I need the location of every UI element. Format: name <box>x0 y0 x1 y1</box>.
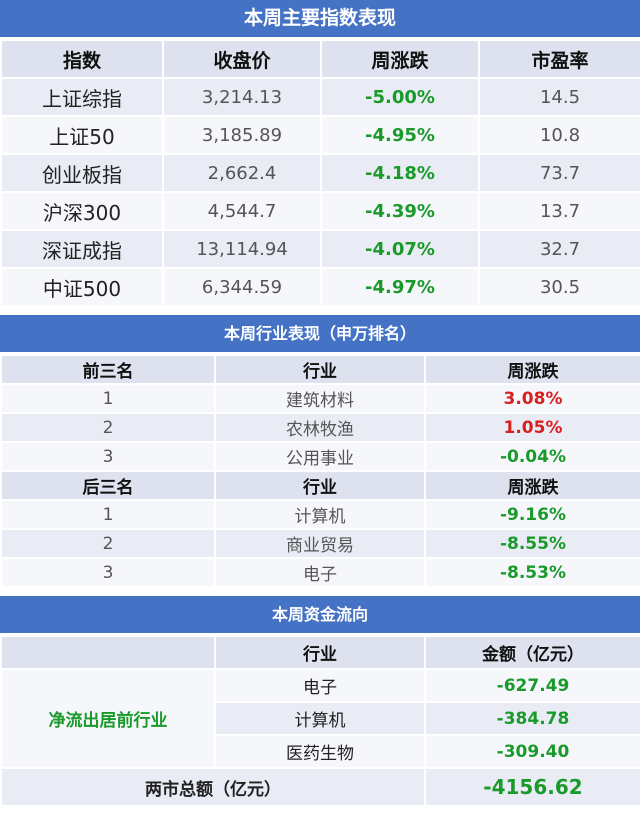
total-label: 两市总额（亿元） <box>0 767 426 807</box>
index-name: 深证成指 <box>0 229 164 269</box>
index-change: -4.97% <box>320 267 480 307</box>
header-bottom-rank: 后三名 <box>0 470 216 501</box>
index-change: -5.00% <box>320 77 480 117</box>
table-row: 沪深300 4,544.7 -4.39% 13.7 <box>0 191 640 231</box>
industry-change: -0.04% <box>424 441 640 472</box>
index-close: 4,544.7 <box>162 191 322 231</box>
section-gap <box>0 588 640 596</box>
index-close: 13,114.94 <box>162 229 322 269</box>
rank: 1 <box>0 499 216 530</box>
index-close: 3,214.13 <box>162 77 322 117</box>
table-row: 中证500 6,344.59 -4.97% 30.5 <box>0 267 640 307</box>
table-row: 3 电子 -8.53% <box>0 557 640 588</box>
industry-table: 前三名 行业 周涨跌 1 建筑材料 3.08% 2 农林牧渔 1.05% 3 公… <box>0 354 640 588</box>
index-name: 创业板指 <box>0 153 164 193</box>
header-amount: 金额（亿元） <box>424 635 640 670</box>
table-row: 深证成指 13,114.94 -4.07% 32.7 <box>0 229 640 269</box>
index-pe: 30.5 <box>478 267 640 307</box>
industry-change: 1.05% <box>424 412 640 443</box>
header-close: 收盘价 <box>162 39 322 79</box>
header-change: 周涨跌 <box>424 354 640 385</box>
header-industry: 行业 <box>214 635 426 670</box>
rank: 3 <box>0 557 216 588</box>
top-header-row: 前三名 行业 周涨跌 <box>0 354 640 385</box>
rank: 3 <box>0 441 216 472</box>
industry-change: -8.53% <box>424 557 640 588</box>
fund-flow-section-title: 本周资金流向 <box>0 596 640 635</box>
header-change: 周涨跌 <box>424 470 640 501</box>
index-table: 指数 收盘价 周涨跌 市盈率 上证综指 3,214.13 -5.00% 14.5… <box>0 39 640 307</box>
index-name: 沪深300 <box>0 191 164 231</box>
index-section-title: 本周主要指数表现 <box>0 0 640 39</box>
index-close: 2,662.4 <box>162 153 322 193</box>
index-name: 中证500 <box>0 267 164 307</box>
fund-flow-table: 行业 金额（亿元） 净流出居前行业 电子 -627.49 计算机 -384.78… <box>0 635 640 807</box>
fund-amount: -309.40 <box>424 734 640 769</box>
rank: 2 <box>0 412 216 443</box>
header-blank <box>0 635 216 670</box>
industry-change: -9.16% <box>424 499 640 530</box>
table-row: 上证综指 3,214.13 -5.00% 14.5 <box>0 77 640 117</box>
industry-name: 计算机 <box>214 701 426 736</box>
index-pe: 14.5 <box>478 77 640 117</box>
table-row: 净流出居前行业 电子 -627.49 <box>0 668 640 769</box>
header-change: 周涨跌 <box>320 39 480 79</box>
index-pe: 10.8 <box>478 115 640 155</box>
index-pe: 73.7 <box>478 153 640 193</box>
total-row: 两市总额（亿元） -4156.62 <box>0 767 640 807</box>
industry-change: 3.08% <box>424 383 640 414</box>
header-index: 指数 <box>0 39 164 79</box>
index-change: -4.07% <box>320 229 480 269</box>
rank: 1 <box>0 383 216 414</box>
fund-header-row: 行业 金额（亿元） <box>0 635 640 670</box>
index-change: -4.18% <box>320 153 480 193</box>
header-industry: 行业 <box>214 470 426 501</box>
index-pe: 13.7 <box>478 191 640 231</box>
index-close: 3,185.89 <box>162 115 322 155</box>
index-change: -4.39% <box>320 191 480 231</box>
rank: 2 <box>0 528 216 559</box>
industry-name: 电子 <box>214 557 426 588</box>
table-row: 2 农林牧渔 1.05% <box>0 412 640 443</box>
total-value: -4156.62 <box>424 767 640 807</box>
industry-section-title: 本周行业表现（申万排名） <box>0 315 640 354</box>
table-row: 1 建筑材料 3.08% <box>0 383 640 414</box>
index-name: 上证综指 <box>0 77 164 117</box>
industry-name: 电子 <box>214 668 426 703</box>
index-pe: 32.7 <box>478 229 640 269</box>
industry-name: 计算机 <box>214 499 426 530</box>
industry-name: 商业贸易 <box>214 528 426 559</box>
index-change: -4.95% <box>320 115 480 155</box>
industry-name: 建筑材料 <box>214 383 426 414</box>
header-pe: 市盈率 <box>478 39 640 79</box>
table-row: 创业板指 2,662.4 -4.18% 73.7 <box>0 153 640 193</box>
index-close: 6,344.59 <box>162 267 322 307</box>
header-top-rank: 前三名 <box>0 354 216 385</box>
industry-name: 公用事业 <box>214 441 426 472</box>
index-name: 上证50 <box>0 115 164 155</box>
net-outflow-label: 净流出居前行业 <box>0 668 216 769</box>
fund-amount: -384.78 <box>424 701 640 736</box>
bottom-header-row: 后三名 行业 周涨跌 <box>0 470 640 501</box>
table-row: 上证50 3,185.89 -4.95% 10.8 <box>0 115 640 155</box>
industry-name: 农林牧渔 <box>214 412 426 443</box>
industry-name: 医药生物 <box>214 734 426 769</box>
table-row: 医药生物 -309.40 <box>1 734 640 769</box>
fund-amount: -627.49 <box>424 668 640 703</box>
section-gap <box>0 307 640 315</box>
table-row: 1 计算机 -9.16% <box>0 499 640 530</box>
index-header-row: 指数 收盘价 周涨跌 市盈率 <box>0 39 640 79</box>
table-row: 2 商业贸易 -8.55% <box>0 528 640 559</box>
industry-change: -8.55% <box>424 528 640 559</box>
table-row: 3 公用事业 -0.04% <box>0 441 640 472</box>
header-industry: 行业 <box>214 354 426 385</box>
